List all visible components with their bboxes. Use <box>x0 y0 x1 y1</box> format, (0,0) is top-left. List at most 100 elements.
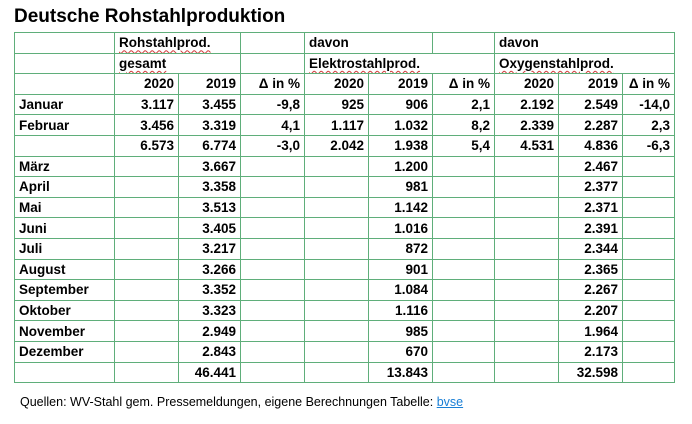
table-cell <box>622 258 676 281</box>
table-cell <box>304 279 369 301</box>
header-row-subgroup: gesamt Elektrostahlprod. Oxygenstahlprod… <box>14 52 676 75</box>
header-row-columns: 2020 2019 Δ in % 2020 2019 Δ in % 2020 2… <box>14 73 676 95</box>
table-cell: 2.391 <box>558 217 624 239</box>
table-cell <box>304 176 369 198</box>
table-cell <box>494 361 560 384</box>
table-cell: 13.843 <box>367 361 434 384</box>
table-cell <box>622 176 676 198</box>
table-cell <box>304 155 369 178</box>
source-text: Quellen: WV-Stahl gem. Pressemeldungen, … <box>20 395 437 409</box>
table-cell <box>114 279 179 301</box>
row-label: März <box>14 155 115 178</box>
table-cell: 925 <box>304 93 369 116</box>
row-label: April <box>14 176 115 198</box>
table-cell <box>240 361 305 384</box>
header-empty-cell <box>432 32 496 54</box>
table-cell: 1.084 <box>367 279 434 301</box>
table-cell <box>240 340 305 363</box>
table-cell <box>432 217 496 239</box>
table-cell: 4.531 <box>494 134 560 157</box>
table-cell: 3.266 <box>178 258 241 281</box>
table-cell: 2.365 <box>558 258 624 281</box>
header-row-group: Rohstahlprod. davon davon <box>14 32 676 54</box>
table-cell: 1.116 <box>367 299 434 322</box>
table-cell <box>240 196 305 219</box>
table-cell <box>240 299 305 322</box>
table-cell: 6.774 <box>178 134 241 157</box>
table-cell: 3.352 <box>178 279 241 301</box>
table-cell: 1.032 <box>367 114 434 136</box>
page-title: Deutsche Rohstahlproduktion <box>14 6 286 27</box>
table-cell: 2.339 <box>494 114 560 136</box>
table-cell <box>240 279 305 301</box>
table-cell <box>114 176 179 198</box>
column-header: Δ in % <box>432 73 496 95</box>
table-cell: 2.287 <box>558 114 624 136</box>
table-cell: 985 <box>367 320 434 342</box>
table-cell: 2.207 <box>558 299 624 322</box>
source-note: Quellen: WV-Stahl gem. Pressemeldungen, … <box>14 392 674 414</box>
table-cell: 6.573 <box>114 134 179 157</box>
table-cell <box>432 196 496 219</box>
table-cell <box>494 176 560 198</box>
table-cell <box>240 155 305 178</box>
table-cell <box>114 258 179 281</box>
table-cell <box>240 217 305 239</box>
table-cell: 872 <box>367 237 434 260</box>
table-cell <box>432 320 496 342</box>
table-cell: -3,0 <box>240 134 305 157</box>
row-label: Januar <box>14 93 115 116</box>
row-label: Juli <box>14 237 115 260</box>
table-cell <box>114 299 179 322</box>
column-header: 2019 <box>558 73 624 95</box>
group-header-oxygen-davon: davon <box>494 32 676 54</box>
table-cell: 1.200 <box>367 155 434 178</box>
table-cell <box>494 155 560 178</box>
table-cell: 670 <box>367 340 434 363</box>
header-empty-cell <box>240 32 305 54</box>
table-cell <box>240 176 305 198</box>
table-cell: 8,2 <box>432 114 496 136</box>
table-cell: 46.441 <box>178 361 241 384</box>
table-cell <box>494 196 560 219</box>
table-cell: 3.456 <box>114 114 179 136</box>
table-cell <box>494 237 560 260</box>
table-cell <box>494 320 560 342</box>
table-cell: 3.667 <box>178 155 241 178</box>
column-header: Δ in % <box>240 73 305 95</box>
table-cell <box>622 361 676 384</box>
source-link[interactable]: bvse <box>436 395 464 409</box>
table-cell: 2,3 <box>622 114 676 136</box>
table-cell: 1.964 <box>558 320 624 342</box>
group-header-elektro-davon: davon <box>303 32 434 54</box>
table-cell: 3.513 <box>178 196 241 219</box>
table-cell: 2.371 <box>558 196 624 219</box>
group-header-elektrostahl: Elektrostahlprod. <box>303 52 496 75</box>
table-cell: 901 <box>367 258 434 281</box>
table-cell: -6,3 <box>622 134 676 157</box>
table-cell: 3.455 <box>178 93 241 116</box>
table-cell <box>114 237 179 260</box>
table-cell: 3.117 <box>114 93 179 116</box>
table-cell <box>240 258 305 281</box>
table-row: Februar 3.456 3.319 4,1 1.117 1.032 8,2 2.339 2.… <box>14 114 676 136</box>
row-label: Oktober <box>14 299 115 322</box>
column-header: 2020 <box>494 73 560 95</box>
table-cell <box>494 217 560 239</box>
table-cell: 3.323 <box>178 299 241 322</box>
table-cell: 3.358 <box>178 176 241 198</box>
table-cell <box>622 299 676 322</box>
table-cell: 2.344 <box>558 237 624 260</box>
table-cell: 981 <box>367 176 434 198</box>
group-header-gesamt: gesamt <box>114 52 241 75</box>
table-row: April 3.358 981 2.377 <box>14 176 676 198</box>
table-cell: 4,1 <box>240 114 305 136</box>
table-cell <box>494 340 560 363</box>
table-cell: 1.938 <box>367 134 434 157</box>
table-row: 46.441 13.843 32.598 <box>14 361 676 384</box>
group-header-oxygenstahl: Oxygenstahlprod. <box>494 52 676 75</box>
table-cell: 1.117 <box>304 114 369 136</box>
row-label <box>14 134 115 157</box>
table-cell <box>432 176 496 198</box>
table-cell <box>304 217 369 239</box>
